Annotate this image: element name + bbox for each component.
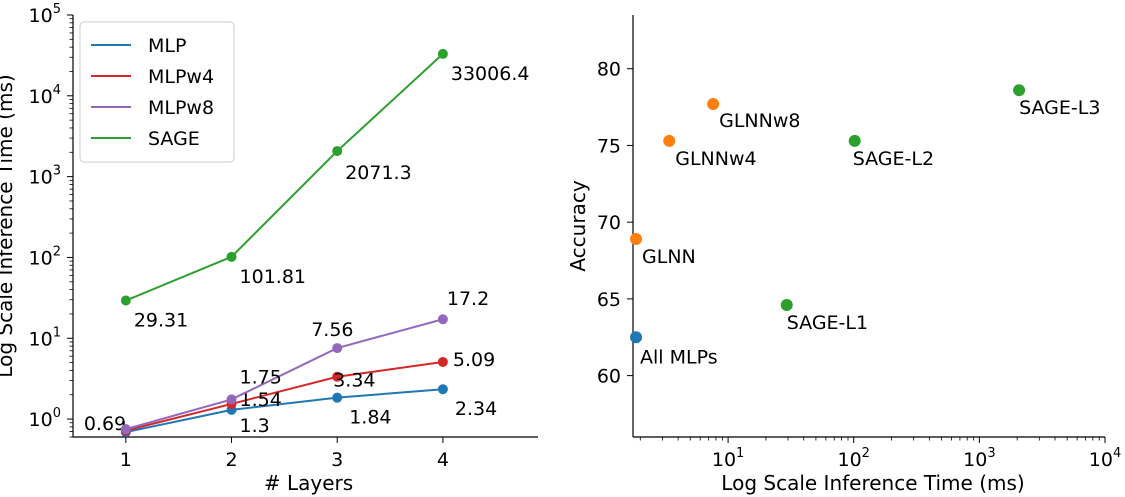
data-label: 101.81 — [240, 266, 306, 288]
data-point-mlpw4 — [332, 371, 343, 382]
scatter-point — [630, 233, 643, 246]
scatter-point — [1013, 84, 1026, 97]
scatter-point — [663, 134, 676, 147]
legend-box — [79, 21, 235, 163]
legend-label: MLPw4 — [148, 66, 214, 88]
data-point-mlpw4 — [437, 356, 448, 367]
data-label: 33006.4 — [451, 63, 530, 85]
data-label: 1.3 — [240, 415, 270, 437]
y-tick-label: 105 — [29, 2, 61, 27]
x-tick-label: 104 — [1089, 446, 1121, 471]
data-point-mlp — [332, 392, 343, 403]
data-point-sage — [437, 48, 448, 59]
point-label: SAGE-L1 — [787, 312, 868, 334]
data-point-mlpw8 — [332, 343, 343, 354]
x-tick-label: 1 — [120, 449, 132, 471]
data-label: 7.56 — [311, 319, 353, 341]
data-label: 2071.3 — [345, 162, 411, 184]
data-label: 17.2 — [447, 288, 489, 310]
y-tick-label: 103 — [29, 164, 61, 189]
data-label: 1.84 — [349, 407, 391, 429]
x-tick-label: 4 — [437, 449, 449, 471]
data-point-mlpw8 — [437, 314, 448, 325]
scatter-point — [780, 299, 793, 312]
x-axis-label: Log Scale Inference Time (ms) — [721, 471, 1024, 495]
data-point-mlpw8 — [120, 424, 131, 435]
legend-label: SAGE — [148, 128, 200, 150]
data-label: 1.54 — [240, 389, 282, 411]
legend-label: MLP — [148, 35, 186, 57]
data-point-sage — [120, 295, 131, 306]
inference-time-line-chart: 1 2 3 4 100 101 102 103 104 105 Log Scale Inferenc… — [0, 2, 538, 495]
legend: MLP MLPw4 MLPw8 SAGE — [79, 21, 235, 163]
y-tick-label: 75 — [597, 135, 621, 157]
y-tick-label: 70 — [597, 212, 621, 234]
data-label: 5.09 — [453, 349, 495, 371]
data-label: 2.34 — [455, 398, 497, 420]
data-label: 29.31 — [134, 310, 188, 332]
point-label: GLNNw8 — [719, 110, 800, 132]
scatter-point — [707, 98, 720, 111]
series-line-mlp — [125, 388, 443, 434]
y-axis-label: Accuracy — [566, 180, 590, 271]
data-label: 3.34 — [333, 370, 375, 392]
x-tick-label: 101 — [712, 446, 744, 471]
data-point-mlp — [437, 384, 448, 395]
accuracy-scatter-chart: 60 65 70 75 80 101 102 103 104 Accuracy Log Scale … — [566, 15, 1121, 495]
x-tick-label: 103 — [963, 446, 995, 471]
y-tick-label: 80 — [597, 59, 621, 81]
point-label: GLNNw4 — [675, 148, 756, 170]
series-line-mlpw4 — [125, 360, 444, 432]
x-tick-label: 102 — [837, 446, 869, 471]
data-point-mlpw8 — [226, 394, 237, 405]
y-tick-label: 65 — [597, 289, 621, 311]
x-axis-label: # Layers — [264, 471, 353, 495]
y-tick-label: 101 — [29, 325, 61, 350]
x-tick-label: 3 — [331, 449, 343, 471]
scatter-point — [630, 331, 643, 344]
y-tick-label: 104 — [29, 83, 61, 108]
y-tick-label: 100 — [29, 406, 61, 431]
point-label: All MLPs — [640, 346, 718, 368]
scatter-point — [848, 134, 861, 147]
y-tick-label: 102 — [29, 244, 61, 269]
data-label: 0.69 — [84, 413, 126, 435]
data-point-sage — [332, 146, 343, 157]
point-label: SAGE-L3 — [1019, 97, 1100, 119]
data-label: 1.75 — [240, 366, 282, 388]
y-axis-label: Log Scale Inference Time (ms) — [0, 74, 17, 377]
data-point-sage — [226, 251, 237, 262]
x-tick-label: 2 — [225, 449, 237, 471]
series-line-sage — [125, 53, 444, 302]
legend-label: MLPw8 — [148, 97, 214, 119]
y-tick-label: 60 — [597, 366, 621, 388]
point-label: GLNN — [642, 246, 696, 268]
series-line-mlpw8 — [125, 318, 444, 431]
point-label: SAGE-L2 — [853, 148, 934, 170]
